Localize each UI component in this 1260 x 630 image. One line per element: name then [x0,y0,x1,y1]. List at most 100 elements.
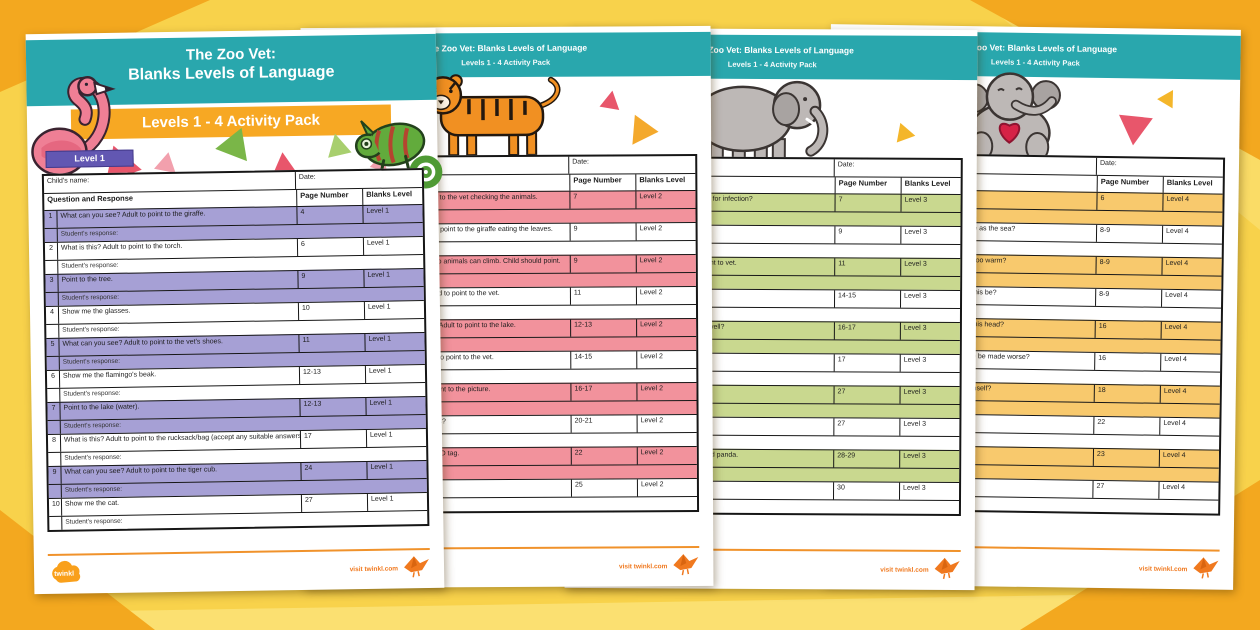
page-number-value: 7 [569,191,636,209]
page-number-value: 7 [834,194,901,212]
activity-sheet-level-1: The Zoo Vet: Blanks Levels of Language L… [25,27,445,595]
page-number-value: 27 [300,493,368,512]
date-field: Date: [568,156,696,174]
page-number-value: 20-21 [570,415,637,433]
page-number-value: 30 [833,482,900,500]
page-number-value: 24 [300,461,367,480]
blanks-level-value: Level 4 [1158,481,1219,500]
page-column-header: Page Number [296,188,363,207]
triangle-confetti [632,114,660,147]
blanks-level-value: Level 3 [899,322,960,340]
response-number-spacer [45,260,59,274]
page-number-value: 9 [569,255,636,273]
page-number-value: 10 [297,301,365,321]
page-number-value: 28-29 [833,450,900,468]
response-number-spacer [47,388,61,402]
blanks-level-value: Level 3 [900,290,961,308]
blanks-level-value: Level 1 [365,429,427,447]
page-number-value: 17 [833,354,900,372]
twinkl-logo: twinkl [48,559,100,586]
date-field: Date: [1095,157,1224,177]
date-field: Date: [294,170,423,190]
twinkl-bird-icon [671,551,699,579]
page-number-value: 11 [834,258,901,276]
page-number-value: 9 [834,226,901,244]
page-number-value: 17 [299,429,367,448]
blanks-level-value: Level 2 [636,351,697,369]
twinkl-bird-icon [933,555,961,583]
page-number-value: 11 [569,287,636,305]
page-number-value: 16 [1094,352,1161,371]
page-number-value: 18 [1093,384,1160,403]
page-number-value: 12-13 [570,319,637,337]
page-number-value: 14-15 [834,290,901,308]
blanks-level-value: Level 3 [899,354,960,372]
blanks-level-value: Level 4 [1159,417,1220,436]
level-badge: Level 1 [45,149,134,168]
page-number-value: 9 [297,269,364,289]
blanks-level-value: Level 3 [899,386,960,404]
blanks-level-value: Level 4 [1158,449,1220,468]
question-number: 7 [47,402,61,420]
question-item: 8 What is this? Adult to point to the ru… [47,428,427,466]
question-number: 10 [48,498,63,516]
page-column-header: Page Number [1096,175,1163,193]
blanks-level-value: Level 1 [364,365,426,383]
response-number-spacer [48,484,62,498]
page-number-value: 6 [1096,192,1163,211]
blanks-level-value: Level 3 [900,226,961,244]
question-number: 1 [44,210,58,228]
blanks-level-value: Level 3 [899,418,960,436]
page-number-value: 27 [833,418,900,436]
response-number-spacer [46,324,60,338]
triangle-confetti [1157,85,1181,109]
question-item: 4 Show me the glasses. 10 Level 1 Studen… [45,300,425,338]
question-item: 6 Show me the flamingo's beak. 12-13 Lev… [46,364,426,402]
level-column-header: Blanks Level [900,177,961,194]
triangle-confetti [323,130,352,158]
triangle-confetti [896,122,918,146]
table-rows: 1 What can you see? Adult to point to th… [44,204,428,530]
blanks-level-value: Level 2 [636,447,697,465]
triangle-confetti [154,150,180,173]
blanks-level-value: Level 4 [1159,385,1220,404]
question-number: 3 [45,274,59,292]
activity-sheet-level-3: The Zoo Vet: Blanks Levels of Language L… [564,27,978,591]
response-number-spacer [47,420,61,434]
page-number-value: 27 [833,386,900,404]
blanks-level-value: Level 2 [635,223,696,241]
level-column-header: Blanks Level [635,174,696,191]
blanks-level-value: Level 2 [635,191,696,209]
date-field: Date: [833,159,961,177]
page-number-value: 8-9 [1095,224,1163,243]
response-number-spacer [45,292,59,306]
page-number-value: 12-13 [299,397,366,416]
blanks-level-value: Level 3 [900,258,961,276]
page-number-value: 22 [570,447,637,465]
blanks-level-value: Level 2 [636,319,697,337]
page-column-header: Page Number [569,174,636,191]
blanks-level-value: Level 1 [364,333,425,351]
response-number-spacer [44,228,58,242]
blanks-level-value: Level 4 [1161,225,1223,244]
blanks-level-value: Level 1 [363,301,425,319]
question-number: 9 [48,466,62,484]
tiger-illustration [409,69,569,162]
record-table: Child's name: Date: Question and Respons… [41,168,430,532]
triangle-confetti [599,88,623,111]
question-item: 10 Show me the cat. 27 Level 1 Student's… [48,492,428,530]
visit-link-text: visit twinkl.com [349,565,399,574]
question-item: 9 What can you see? Adult to point to th… [48,460,427,498]
elephant-illustration [667,66,838,165]
blanks-level-value: Level 2 [636,479,697,497]
chameleon-illustration [348,86,450,198]
page-number-value: 6 [296,237,364,257]
blanks-level-value: Level 4 [1162,193,1223,212]
visit-link-text: visit twinkl.com [618,563,668,571]
triangle-confetti [1116,114,1153,148]
question-number: 8 [47,434,62,452]
twinkl-logo-text: twinkl [54,571,74,578]
page-number-value: 16 [1094,320,1161,339]
blanks-level-value: Level 3 [900,194,961,212]
question-item: 5 What can you see? Adult to point to th… [46,332,425,370]
